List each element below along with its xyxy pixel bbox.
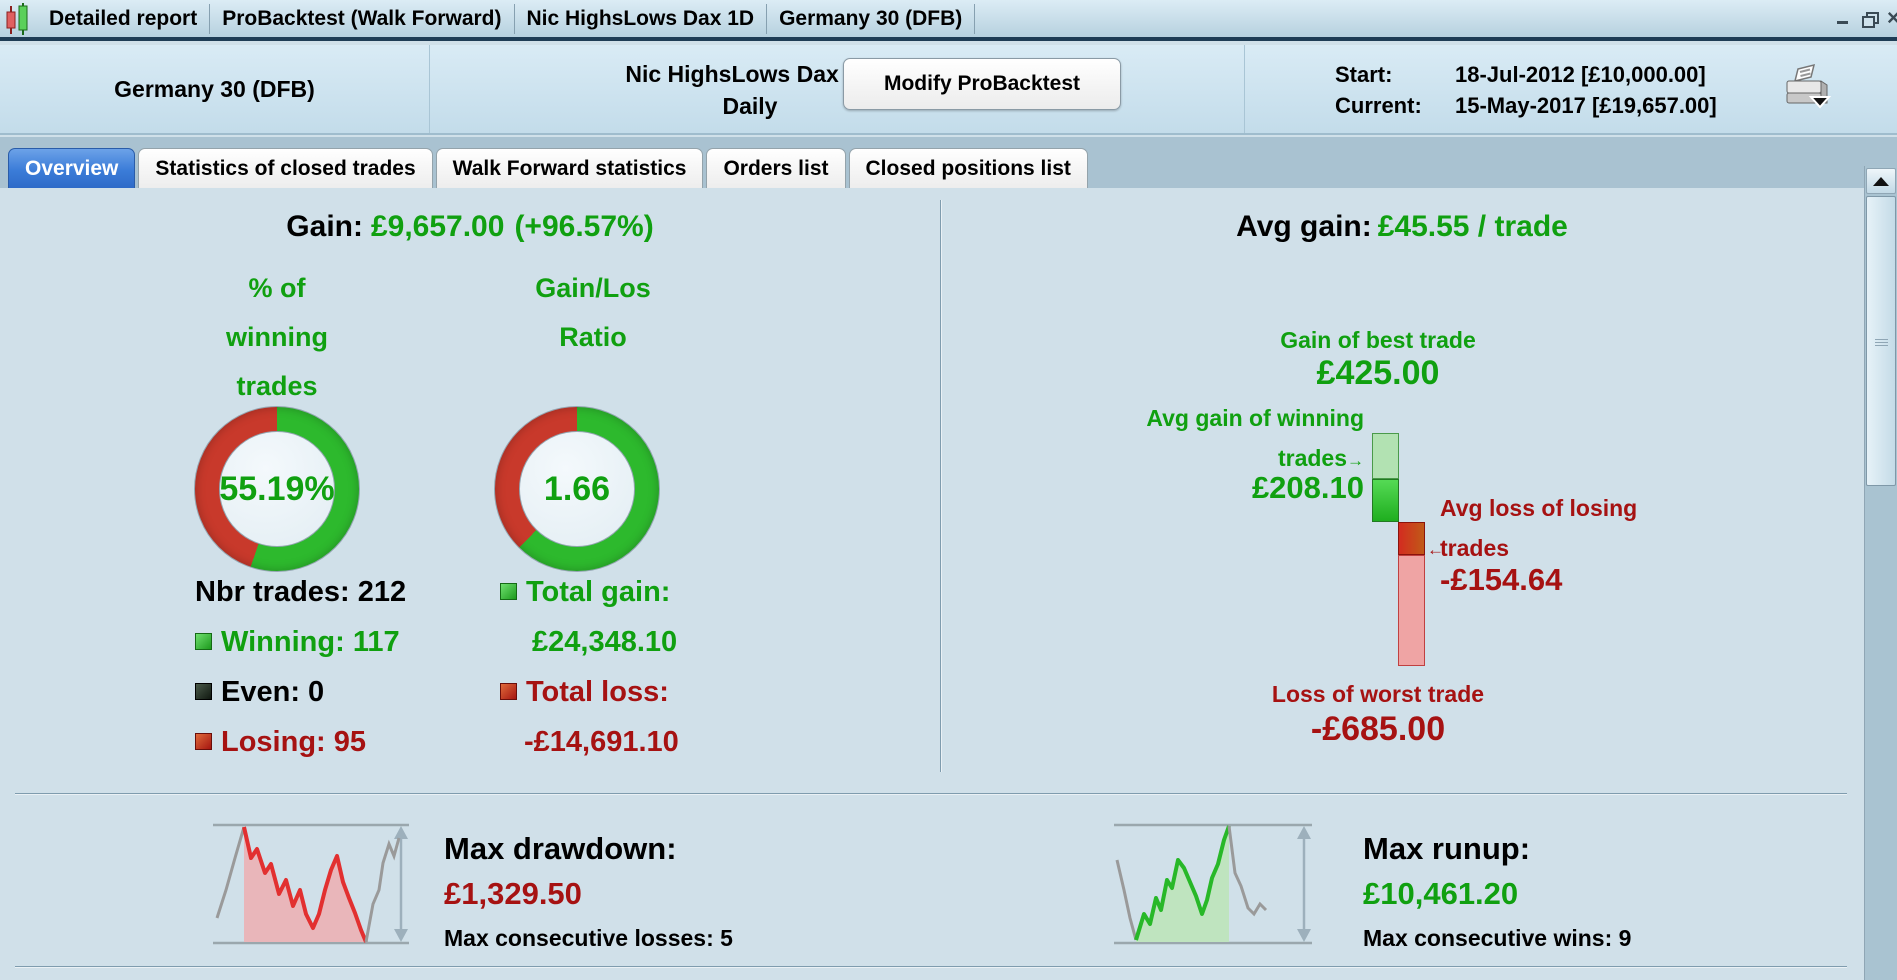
restore-button[interactable] [1861, 11, 1879, 28]
max-runup-value: £10,461.20 [1363, 876, 1519, 911]
tab-closed-positions-list[interactable]: Closed positions list [848, 148, 1088, 188]
gain-summary: Gain: £9,657.00 (+96.57%) [0, 210, 940, 244]
avg-loss-label-line2: trades [1440, 535, 1510, 561]
avg-win-label-line2: trades→ [1277, 445, 1364, 471]
panel-divider-horizontal [15, 793, 1847, 794]
drawdown-sparkline-icon [213, 823, 409, 945]
avg-win-label-line1: Avg gain of winning [1146, 405, 1364, 431]
titlebar-item-system: Nic HighsLows Dax 1D [515, 3, 768, 34]
best-trade-bar-segment [1372, 433, 1399, 479]
overview-panel: Gain: £9,657.00 (+96.57%) % of winning tra… [0, 188, 1864, 980]
window-titlebar: Detailed report ProBacktest (Walk Forwar… [0, 0, 1897, 41]
worst-trade-label: Loss of worst trade [1271, 681, 1485, 707]
total-loss-value: -£14,691.10 [524, 726, 679, 758]
avg-loss-bar-segment [1398, 522, 1425, 555]
titlebar-item-instrument: Germany 30 (DFB) [767, 3, 976, 34]
ratio-donut-title: Gain/Los Ratio [535, 273, 651, 352]
max-runup-block: Max runup: £10,461.20 Max consecutive wi… [1363, 826, 1631, 961]
modify-probacktest-button[interactable]: Modify ProBacktest [843, 58, 1121, 110]
worst-trade-bar-segment [1398, 554, 1425, 666]
current-value: 15-May-2017 [£19,657.00] [1455, 93, 1717, 118]
losing-row: Losing: 95 [195, 726, 366, 759]
instrument-name: Germany 30 (DFB) [114, 75, 315, 102]
winning-row: Winning: 117 [195, 626, 400, 659]
titlebar-item-probacktest: ProBacktest (Walk Forward) [210, 3, 515, 34]
tab-statistics-closed-trades[interactable]: Statistics of closed trades [138, 148, 433, 188]
scrollbar-up-arrow[interactable] [1866, 168, 1896, 194]
tab-orders-list[interactable]: Orders list [706, 148, 846, 188]
avg-loss-label-line1: Avg loss of losing [1440, 495, 1638, 521]
nbr-trades-row: Nbr trades: 212 [195, 576, 407, 608]
even-row: Even: 0 [195, 676, 324, 709]
losing-legend-square [195, 733, 212, 750]
avg-gain-summary: Avg gain: £45.55 / trade [1236, 210, 1568, 243]
total-gain-legend-square [500, 583, 517, 600]
minimize-button[interactable] [1835, 11, 1851, 27]
gain-loss-ratio-value: 1.66 [543, 469, 611, 508]
titlebar-item-report: Detailed report [37, 3, 211, 34]
avg-win-value: £208.10 [1251, 470, 1364, 505]
avg-loss-value: -£154.64 [1440, 562, 1563, 597]
max-runup-label: Max runup: [1363, 831, 1531, 866]
candlestick-icon [6, 2, 28, 35]
panel-divider-vertical [940, 200, 941, 772]
gain-loss-ratio-donut-chart: 1.66 [494, 406, 660, 572]
max-drawdown-label: Max drawdown: [444, 831, 677, 866]
report-tabbar: Overview Statistics of closed trades Wal… [0, 137, 1897, 188]
timeframe-label: Daily [722, 93, 778, 119]
total-loss-label-row: Total loss: [500, 676, 669, 709]
total-gain-label-row: Total gain: [500, 576, 670, 609]
max-drawdown-value: £1,329.50 [444, 876, 582, 911]
total-gain-value: £24,348.10 [532, 626, 678, 658]
gain-value: £9,657.00 [370, 210, 505, 243]
max-consecutive-wins: Max consecutive wins: 9 [1363, 925, 1632, 951]
report-header: Germany 30 (DFB) Nic HighsLows Dax 1D Da… [0, 45, 1897, 135]
close-button[interactable]: × [1887, 10, 1897, 27]
total-loss-legend-square [500, 683, 517, 700]
worst-trade-value: -£685.00 [1310, 710, 1446, 748]
avg-win-arrow-icon: → [1347, 451, 1364, 470]
vertical-scrollbar[interactable] [1864, 166, 1897, 980]
even-legend-square [195, 683, 212, 700]
system-name: Nic HighsLows Dax 1D Daily [490, 58, 1010, 122]
panel-divider-bottom [15, 966, 1847, 967]
runup-sparkline-icon [1114, 823, 1312, 945]
start-label: Start: [1335, 62, 1393, 87]
tab-walk-forward-statistics[interactable]: Walk Forward statistics [435, 148, 704, 188]
max-drawdown-block: Max drawdown: £1,329.50 Max consecutive … [444, 826, 733, 961]
winning-percent-value: 55.19% [219, 469, 335, 508]
gain-label: Gain: [286, 210, 363, 243]
winning-donut-title: % of winning trades [226, 273, 328, 401]
trade-extremes-waterfall-chart [1372, 433, 1425, 666]
best-trade-value: £425.00 [1316, 354, 1440, 392]
avg-loss-arrow-icon: ← [1427, 540, 1444, 559]
start-value: 18-Jul-2012 [£10,000.00] [1455, 62, 1706, 87]
tab-overview[interactable]: Overview [8, 148, 136, 188]
avg-win-bar-segment [1372, 478, 1399, 523]
winning-trades-donut-chart: 55.19% [194, 406, 360, 572]
current-label: Current: [1335, 93, 1422, 118]
capital-dates: Start: 18-Jul-2012 [£10,000.00] Current:… [1335, 59, 1717, 121]
max-consecutive-losses: Max consecutive losses: 5 [444, 925, 733, 951]
print-button[interactable] [1781, 63, 1833, 113]
winning-legend-square [195, 633, 212, 650]
gain-percent: (+96.57%) [514, 210, 654, 243]
avg-gain-value: £45.55 / trade [1377, 210, 1568, 243]
best-trade-label: Gain of best trade [1280, 327, 1476, 353]
scrollbar-thumb[interactable] [1866, 196, 1896, 486]
